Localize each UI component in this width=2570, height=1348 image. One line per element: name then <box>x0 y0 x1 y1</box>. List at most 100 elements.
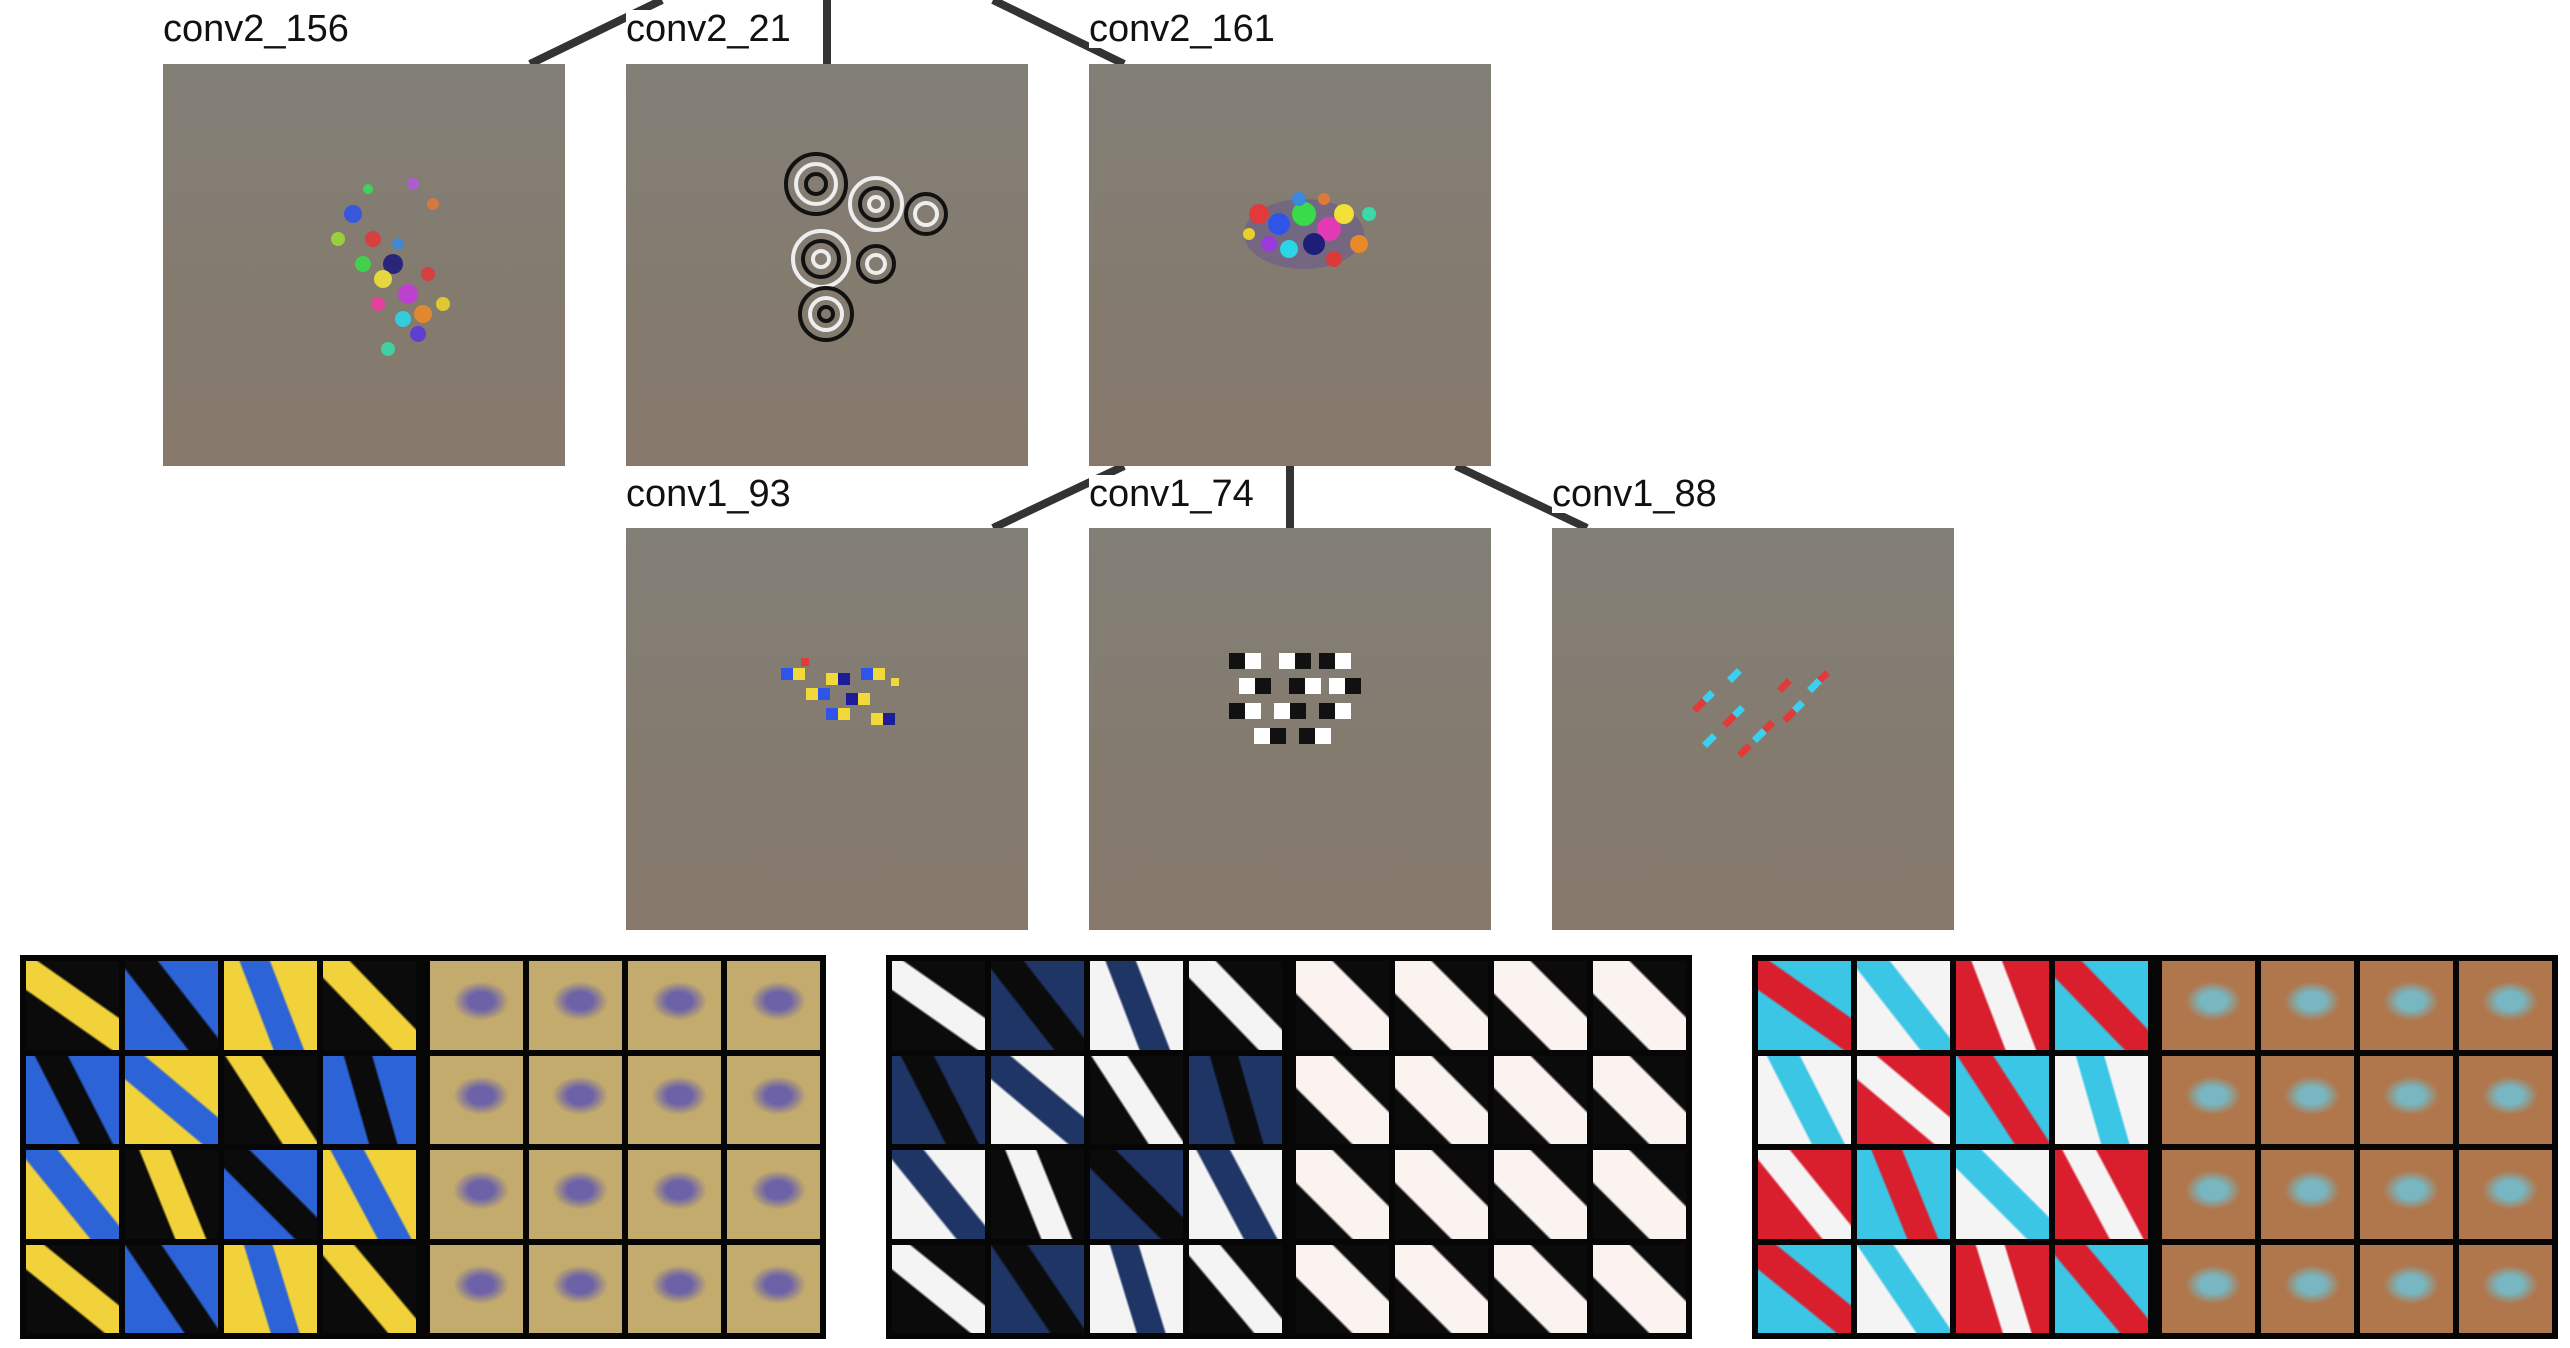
patch-cell <box>1593 961 1686 1050</box>
patch-cell <box>2261 961 2354 1050</box>
patch-cell <box>26 1150 119 1239</box>
patch-cell <box>1956 1150 2049 1239</box>
top-activation-patches <box>26 961 416 1333</box>
node-tile-conv1_93[interactable] <box>626 528 1028 930</box>
patch-cell <box>892 961 985 1050</box>
patch-cell <box>628 1244 721 1333</box>
patch-cell <box>2360 961 2453 1050</box>
patch-cell <box>1956 1244 2049 1333</box>
node-tile-conv1_74[interactable] <box>1089 528 1491 930</box>
edge-parent-conv2_161 <box>991 0 1126 68</box>
patch-cell <box>529 1244 622 1333</box>
patch-cell <box>1758 1055 1851 1144</box>
patch-cell <box>529 1055 622 1144</box>
deconvolution-patches <box>430 961 820 1333</box>
patch-cell <box>628 1055 721 1144</box>
node-tile-conv2_21[interactable] <box>626 64 1028 466</box>
patch-cell <box>1090 1244 1183 1333</box>
patch-cell <box>2360 1150 2453 1239</box>
visualization-image <box>1692 668 1830 758</box>
patch-cell <box>2162 1244 2255 1333</box>
patch-cell <box>1857 1055 1950 1144</box>
patch-cell <box>1090 961 1183 1050</box>
patch-cell <box>2162 1055 2255 1144</box>
patch-cell <box>26 961 119 1050</box>
patch-cell <box>1857 1244 1950 1333</box>
visualization-image <box>781 658 899 725</box>
patch-cell <box>2055 961 2148 1050</box>
top-activation-patches <box>1758 961 2148 1333</box>
patch-strip-conv1_88 <box>1752 955 2558 1339</box>
node-tile-conv2_161[interactable] <box>1089 64 1491 466</box>
patch-cell <box>1857 1150 1950 1239</box>
patch-cell <box>1189 1055 1282 1144</box>
patch-cell <box>1758 1150 1851 1239</box>
patch-cell <box>2162 961 2255 1050</box>
patch-cell <box>323 961 416 1050</box>
patch-cell <box>991 1244 1084 1333</box>
patch-cell <box>529 1150 622 1239</box>
patch-cell <box>2162 1150 2255 1239</box>
patch-cell <box>2055 1244 2148 1333</box>
patch-cell <box>1857 961 1950 1050</box>
top-activation-patches <box>892 961 1282 1333</box>
patch-cell <box>2459 1055 2552 1144</box>
patch-cell <box>323 1244 416 1333</box>
patch-cell <box>2261 1150 2354 1239</box>
node-label-conv1_93: conv1_93 <box>626 473 791 515</box>
patch-cell <box>892 1150 985 1239</box>
patch-cell <box>991 1150 1084 1239</box>
patch-cell <box>224 1244 317 1333</box>
patch-cell <box>125 1150 218 1239</box>
patch-cell <box>26 1244 119 1333</box>
patch-cell <box>323 1055 416 1144</box>
patch-cell <box>1593 1150 1686 1239</box>
node-label-conv1_88: conv1_88 <box>1552 473 1717 515</box>
patch-strip-conv1_74 <box>886 955 1692 1339</box>
patch-cell <box>1395 1055 1488 1144</box>
deconvolution-patches <box>1296 961 1686 1333</box>
node-label-conv2_161: conv2_161 <box>1089 8 1275 50</box>
patch-cell <box>529 961 622 1050</box>
visualization-image <box>1229 653 1361 744</box>
patch-cell <box>1189 1150 1282 1239</box>
patch-cell <box>1494 1055 1587 1144</box>
patch-cell <box>727 961 820 1050</box>
patch-cell <box>1494 1244 1587 1333</box>
patch-cell <box>1593 1055 1686 1144</box>
patch-cell <box>1395 1150 1488 1239</box>
patch-cell <box>991 961 1084 1050</box>
node-label-conv2_156: conv2_156 <box>163 8 349 50</box>
patch-cell <box>1296 1055 1389 1144</box>
patch-cell <box>1090 1150 1183 1239</box>
patch-cell <box>125 961 218 1050</box>
patch-cell <box>125 1244 218 1333</box>
patch-cell <box>628 961 721 1050</box>
patch-cell <box>1189 1244 1282 1333</box>
patch-cell <box>1395 1244 1488 1333</box>
patch-cell <box>1593 1244 1686 1333</box>
patch-cell <box>430 1244 523 1333</box>
edge-conv2_161-conv1_88 <box>1454 462 1589 532</box>
patch-cell <box>26 1055 119 1144</box>
patch-cell <box>1956 961 2049 1050</box>
patch-cell <box>727 1055 820 1144</box>
patch-cell <box>2055 1055 2148 1144</box>
patch-cell <box>892 1055 985 1144</box>
patch-cell <box>224 1055 317 1144</box>
patch-cell <box>1296 961 1389 1050</box>
patch-cell <box>224 1150 317 1239</box>
node-tile-conv2_156[interactable] <box>163 64 565 466</box>
patch-strip-conv1_93 <box>20 955 826 1339</box>
node-tile-conv1_88[interactable] <box>1552 528 1954 930</box>
patch-cell <box>2261 1055 2354 1144</box>
patch-cell <box>1189 961 1282 1050</box>
patch-cell <box>2459 1244 2552 1333</box>
patch-cell <box>2055 1150 2148 1239</box>
patch-cell <box>628 1150 721 1239</box>
visualization-image <box>784 152 948 342</box>
node-label-conv1_74: conv1_74 <box>1089 473 1254 515</box>
patch-cell <box>1956 1055 2049 1144</box>
patch-cell <box>2459 1150 2552 1239</box>
patch-cell <box>2459 961 2552 1050</box>
